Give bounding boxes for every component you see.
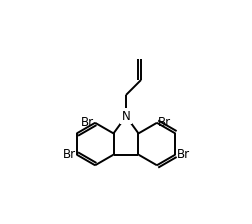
Text: N: N xyxy=(122,110,130,123)
Text: Br: Br xyxy=(62,148,76,161)
Text: Br: Br xyxy=(158,116,171,129)
Text: Br: Br xyxy=(81,116,94,129)
Text: Br: Br xyxy=(176,148,190,161)
